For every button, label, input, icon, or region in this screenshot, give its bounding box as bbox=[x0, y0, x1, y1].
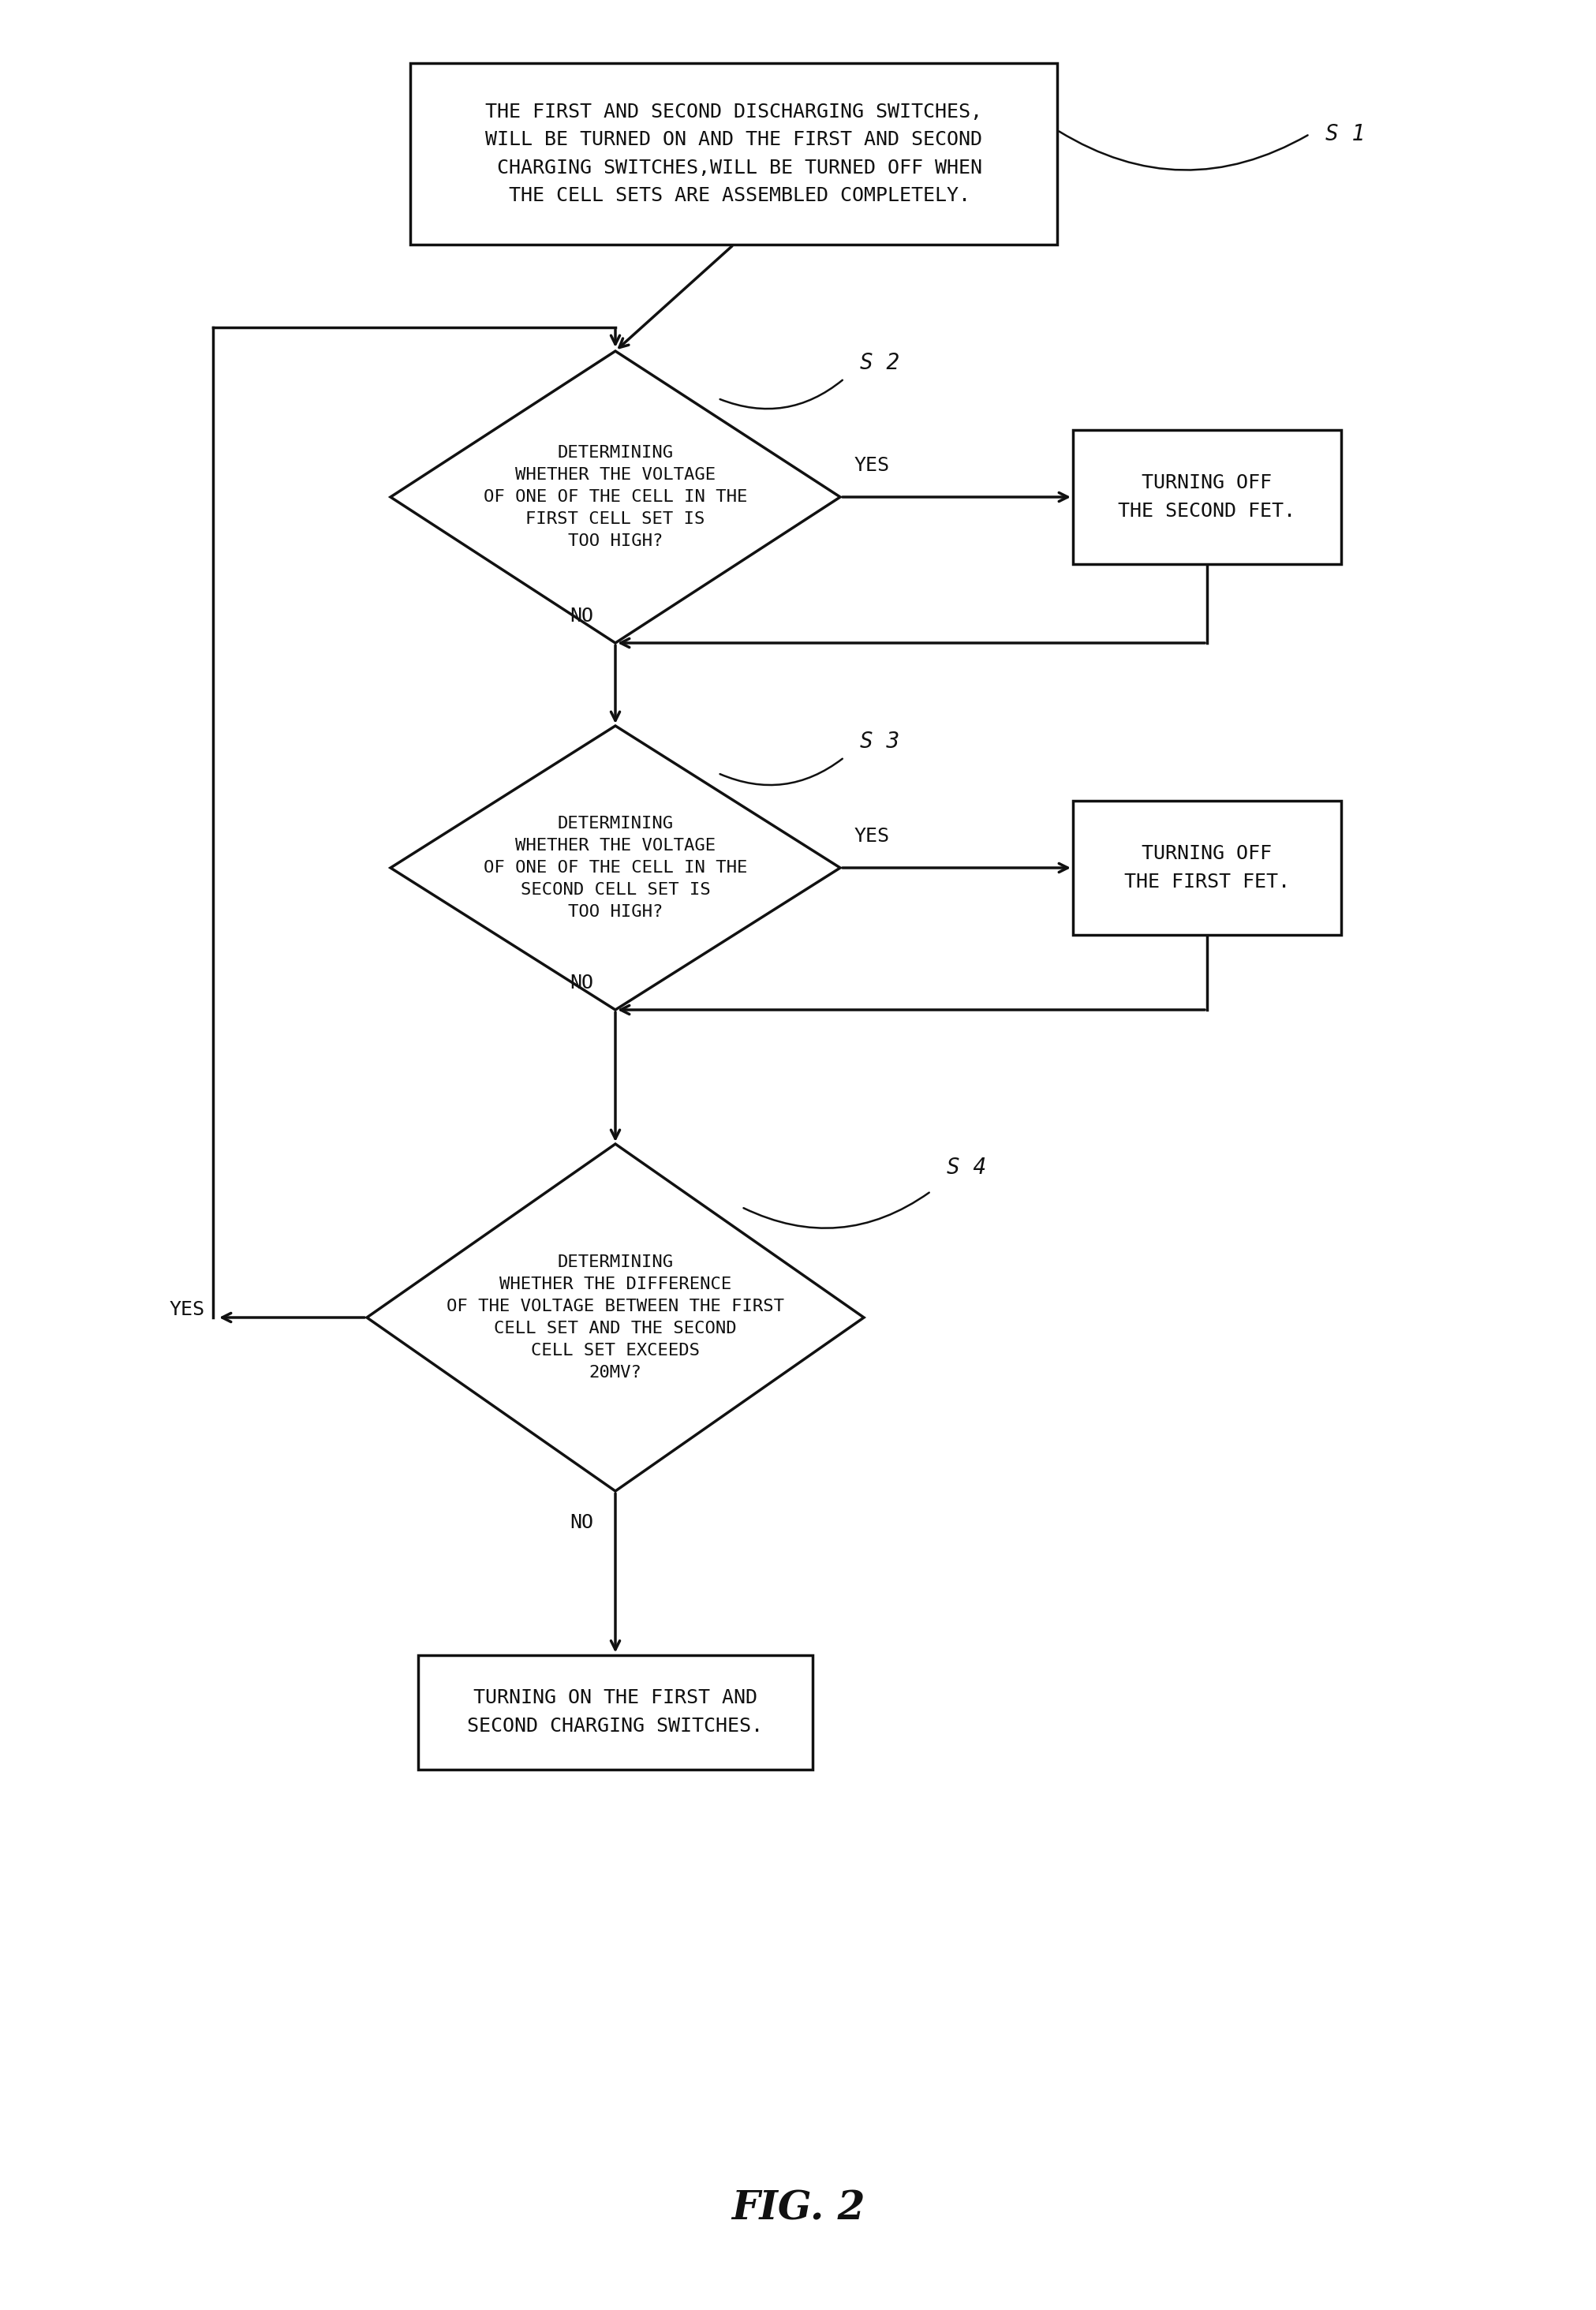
Bar bbox=[418, 1654, 812, 1769]
Polygon shape bbox=[391, 351, 839, 642]
Text: S 2: S 2 bbox=[860, 351, 899, 374]
Text: YES: YES bbox=[169, 1301, 204, 1319]
Polygon shape bbox=[391, 725, 839, 1009]
Text: NO: NO bbox=[570, 973, 594, 993]
Text: FIG. 2: FIG. 2 bbox=[731, 2190, 865, 2229]
Text: YES: YES bbox=[854, 455, 889, 476]
Text: TURNING OFF
THE FIRST FET.: TURNING OFF THE FIRST FET. bbox=[1124, 845, 1290, 892]
Text: S 4: S 4 bbox=[946, 1157, 986, 1178]
Text: DETERMINING
WHETHER THE VOLTAGE
OF ONE OF THE CELL IN THE
FIRST CELL SET IS
TOO : DETERMINING WHETHER THE VOLTAGE OF ONE O… bbox=[484, 446, 747, 550]
Text: NO: NO bbox=[570, 608, 594, 626]
Text: DETERMINING
WHETHER THE VOLTAGE
OF ONE OF THE CELL IN THE
SECOND CELL SET IS
TOO: DETERMINING WHETHER THE VOLTAGE OF ONE O… bbox=[484, 815, 747, 919]
Bar bbox=[1073, 430, 1341, 564]
Bar bbox=[410, 62, 1057, 245]
Text: S 1: S 1 bbox=[1325, 122, 1365, 146]
Polygon shape bbox=[367, 1143, 863, 1490]
Text: TURNING OFF
THE SECOND FET.: TURNING OFF THE SECOND FET. bbox=[1117, 474, 1296, 520]
Bar bbox=[1073, 802, 1341, 936]
Text: NO: NO bbox=[570, 1513, 594, 1532]
Text: TURNING ON THE FIRST AND
SECOND CHARGING SWITCHES.: TURNING ON THE FIRST AND SECOND CHARGING… bbox=[468, 1689, 763, 1735]
Text: YES: YES bbox=[854, 827, 889, 845]
Text: S 3: S 3 bbox=[860, 730, 899, 753]
Text: DETERMINING
WHETHER THE DIFFERENCE
OF THE VOLTAGE BETWEEN THE FIRST
CELL SET AND: DETERMINING WHETHER THE DIFFERENCE OF TH… bbox=[447, 1254, 784, 1381]
Text: THE FIRST AND SECOND DISCHARGING SWITCHES,
WILL BE TURNED ON AND THE FIRST AND S: THE FIRST AND SECOND DISCHARGING SWITCHE… bbox=[485, 102, 982, 206]
